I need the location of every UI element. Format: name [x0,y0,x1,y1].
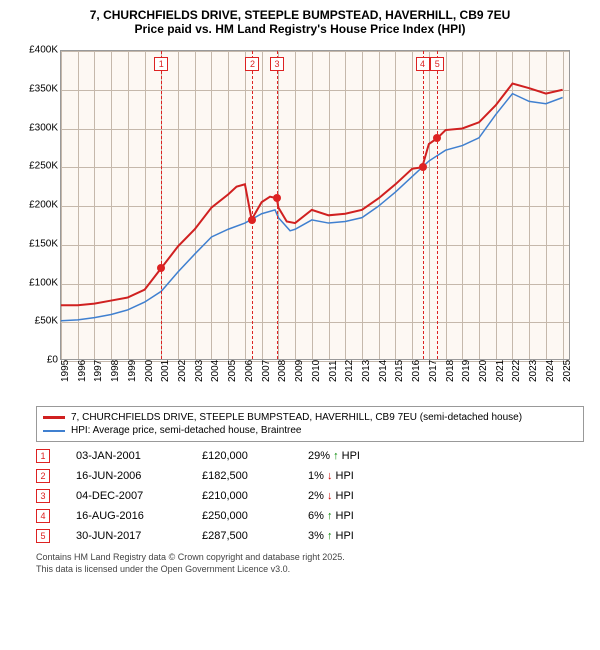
event-row: 4 16-AUG-2016 £250,000 6% ↑ HPI [36,506,584,526]
event-date: 04-DEC-2007 [76,490,176,502]
series-price_paid [61,84,563,306]
series-hpi [61,94,563,321]
event-price: £250,000 [202,510,282,522]
ytick-label: £0 [20,355,58,366]
event-line [252,51,253,359]
legend-label: 7, CHURCHFIELDS DRIVE, STEEPLE BUMPSTEAD… [71,412,522,423]
title-line-2: Price paid vs. HM Land Registry's House … [8,22,592,36]
ytick-label: £400K [20,45,58,56]
event-date: 16-AUG-2016 [76,510,176,522]
footer-line-2: This data is licensed under the Open Gov… [36,564,584,576]
event-row: 2 16-JUN-2006 £182,500 1% ↓ HPI [36,466,584,486]
event-line [423,51,424,359]
plot-background: 1 23 45 [60,50,570,360]
event-number-box: 3 [36,489,50,503]
event-line [437,51,438,359]
legend-label: HPI: Average price, semi-detached house,… [71,425,302,436]
event-line [161,51,162,359]
event-number-box: 1 [36,449,50,463]
event-marker-box: 3 [270,57,284,71]
event-change: 29% ↑ HPI [308,450,418,462]
event-price: £120,000 [202,450,282,462]
ytick-label: £350K [20,83,58,94]
legend-swatch [43,430,65,432]
footer-line-1: Contains HM Land Registry data © Crown c… [36,552,584,564]
event-change: 2% ↓ HPI [308,490,418,502]
xtick-label: 2025 [562,360,598,382]
ytick-label: £50K [20,316,58,327]
event-dot [157,264,165,272]
event-marker-box: 2 [245,57,259,71]
events-table: 1 03-JAN-2001 £120,000 29% ↑ HPI 2 16-JUN-200… [36,446,584,546]
ytick-label: £200K [20,200,58,211]
ytick-label: £150K [20,238,58,249]
chart-title: 7, CHURCHFIELDS DRIVE, STEEPLE BUMPSTEAD… [8,8,592,36]
legend: 7, CHURCHFIELDS DRIVE, STEEPLE BUMPSTEAD… [36,406,584,442]
event-date: 30-JUN-2017 [76,530,176,542]
event-price: £182,500 [202,470,282,482]
event-dot [419,163,427,171]
event-marker-box: 5 [430,57,444,71]
event-row: 1 03-JAN-2001 £120,000 29% ↑ HPI [36,446,584,466]
event-date: 16-JUN-2006 [76,470,176,482]
ytick-label: £250K [20,161,58,172]
event-dot [273,194,281,202]
event-number-box: 5 [36,529,50,543]
ytick-label: £300K [20,122,58,133]
title-line-1: 7, CHURCHFIELDS DRIVE, STEEPLE BUMPSTEAD… [8,8,592,22]
ytick-label: £100K [20,277,58,288]
event-change: 6% ↑ HPI [308,510,418,522]
footer: Contains HM Land Registry data © Crown c… [36,552,584,575]
legend-swatch [43,416,65,419]
legend-item-price-paid: 7, CHURCHFIELDS DRIVE, STEEPLE BUMPSTEAD… [43,411,577,424]
legend-item-hpi: HPI: Average price, semi-detached house,… [43,424,577,437]
event-price: £210,000 [202,490,282,502]
event-row: 3 04-DEC-2007 £210,000 2% ↓ HPI [36,486,584,506]
event-change: 1% ↓ HPI [308,470,418,482]
chart-area: 1 23 45 £0 £50K £100K £150K £200K £250K £300K £35… [20,40,580,400]
event-dot [433,134,441,142]
event-line [277,51,278,359]
event-marker-box: 1 [154,57,168,71]
event-number-box: 2 [36,469,50,483]
event-number-box: 4 [36,509,50,523]
event-dot [248,216,256,224]
event-date: 03-JAN-2001 [76,450,176,462]
event-marker-box: 4 [416,57,430,71]
event-change: 3% ↑ HPI [308,530,418,542]
event-price: £287,500 [202,530,282,542]
event-row: 5 30-JUN-2017 £287,500 3% ↑ HPI [36,526,584,546]
